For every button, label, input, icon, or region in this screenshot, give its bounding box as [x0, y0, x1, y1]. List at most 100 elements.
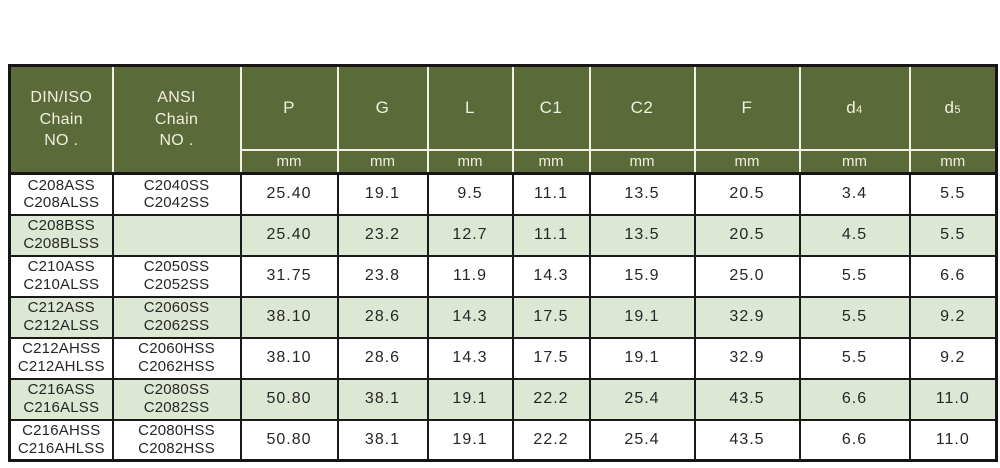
value-cell: 20.5 [693, 213, 801, 257]
header-row-units: mm mm mm mm mm mm mm mm [10, 148, 998, 175]
table-header: DIN/ISO Chain NO . ANSI Chain NO . P G L C1… [8, 64, 998, 175]
chain-number-line: C2060SS [143, 299, 210, 317]
chain-number-line: C212ASS [27, 299, 95, 317]
din-iso-chain-cell: C212AHSS C212AHLSS [8, 336, 114, 380]
column-header-label: L [465, 97, 475, 117]
unit-cell-mm: mm [511, 148, 591, 175]
column-header-g: G [336, 64, 429, 151]
chain-number-line: C212AHSS [22, 340, 101, 358]
column-header-d5: d5 [908, 64, 998, 151]
chain-number-line: C2062HSS [138, 358, 215, 375]
value-cell: 43.5 [693, 418, 801, 462]
value-cell: 17.5 [511, 336, 591, 380]
header-line: Chain [39, 110, 83, 128]
chain-number-line: C216AHSS [22, 422, 101, 440]
value-cell: 14.3 [511, 254, 591, 298]
value-cell: 11.0 [908, 377, 998, 421]
unit-cell-mm: mm [239, 148, 339, 175]
chain-spec-table: DIN/ISO Chain NO . ANSI Chain NO . P G L C1… [8, 64, 998, 462]
value-cell: 14.3 [426, 295, 514, 339]
chain-number-line: C2082SS [143, 399, 210, 416]
value-cell: 38.10 [239, 295, 339, 339]
value-cell: 25.4 [588, 418, 696, 462]
value-cell: 22.2 [511, 377, 591, 421]
column-header-label: d [944, 97, 955, 117]
chain-number-line: C210ASS [27, 258, 95, 276]
value-cell: 9.2 [908, 336, 998, 380]
ansi-chain-cell: C2080HSS C2082HSS [111, 418, 242, 462]
unit-cell-mm: mm [426, 148, 514, 175]
din-iso-chain-cell: C208ASS C208ALSS [8, 172, 114, 216]
chain-number-line: C208BLSS [23, 235, 100, 252]
value-cell: 25.40 [239, 172, 339, 216]
value-cell: 25.4 [588, 377, 696, 421]
value-cell: 4.5 [798, 213, 911, 257]
header-line: DIN/ISO [30, 89, 93, 107]
value-cell: 11.1 [511, 172, 591, 216]
column-header-c1: C1 [511, 64, 591, 151]
value-cell: 25.40 [239, 213, 339, 257]
chain-number-line: C2080HSS [138, 422, 215, 440]
column-header-label: d [846, 97, 857, 117]
value-cell: 19.1 [336, 172, 429, 216]
value-cell: 25.0 [693, 254, 801, 298]
value-cell: 28.6 [336, 336, 429, 380]
chain-number-line: C216ASS [27, 381, 95, 399]
chain-number-line: C216ALSS [23, 399, 100, 416]
value-cell: 6.6 [798, 418, 911, 462]
header-row-main: DIN/ISO Chain NO . ANSI Chain NO . P G L C1… [8, 64, 998, 175]
ansi-chain-cell: C2050SS C2052SS [111, 254, 242, 298]
column-header-d4: d4 [798, 64, 911, 151]
chain-number-line: C2052SS [143, 276, 210, 293]
value-cell: 23.2 [336, 213, 429, 257]
unit-cell-mm: mm [908, 148, 998, 175]
table-row: C212AHSS C212AHLSS C2060HSS C2062HSS 38.10 28… [8, 336, 998, 380]
value-cell: 11.0 [908, 418, 998, 462]
din-iso-chain-cell: C210ASS C210ALSS [8, 254, 114, 298]
header-line: NO . [44, 132, 79, 150]
chain-number-line: C216AHLSS [17, 439, 105, 457]
column-header-c2: C2 [588, 64, 696, 151]
table-body: C208ASS C208ALSS C2040SS C2042SS 25.40 19.1 9.… [8, 172, 998, 462]
value-cell: 19.1 [426, 377, 514, 421]
chain-number-line: C2050SS [143, 258, 210, 276]
unit-cell-mm: mm [588, 148, 696, 175]
column-header-p: P [239, 64, 339, 151]
value-cell: 9.2 [908, 295, 998, 339]
value-cell: 17.5 [511, 295, 591, 339]
value-cell: 15.9 [588, 254, 696, 298]
table-row: C210ASS C210ALSS C2050SS C2052SS 31.75 23.8 11… [8, 254, 998, 298]
value-cell: 38.1 [336, 418, 429, 462]
chain-number-line: C2080SS [143, 381, 210, 399]
chain-number-line: C2040SS [143, 176, 210, 194]
din-iso-chain-cell: C212ASS C212ALSS [8, 295, 114, 339]
value-cell: 38.1 [336, 377, 429, 421]
ansi-chain-cell: C2040SS C2042SS [111, 172, 242, 216]
header-line: NO . [159, 132, 194, 150]
din-iso-chain-cell: C216AHSS C216AHLSS [8, 418, 114, 462]
table-row: C216AHSS C216AHLSS C2080HSS C2082HSS 50.80 38… [8, 418, 998, 462]
chain-number-line: C208BSS [27, 217, 95, 235]
column-header-label: F [741, 97, 753, 117]
value-cell: 5.5 [798, 336, 911, 380]
chain-number-line: C2062SS [143, 317, 210, 334]
value-cell: 50.80 [239, 418, 339, 462]
chain-number-line: C208ASS [27, 176, 95, 194]
column-header-label: C2 [630, 97, 654, 117]
table-row: C212ASS C212ALSS C2060SS C2062SS 38.10 28.6 14… [8, 295, 998, 339]
header-line: Chain [154, 110, 199, 128]
value-cell: 12.7 [426, 213, 514, 257]
value-cell: 32.9 [693, 295, 801, 339]
ansi-chain-cell [111, 213, 242, 257]
value-cell: 32.9 [693, 336, 801, 380]
ansi-chain-cell: C2060SS C2062SS [111, 295, 242, 339]
column-header-l: L [426, 64, 514, 151]
ansi-chain-cell: C2080SS C2082SS [111, 377, 242, 421]
value-cell: 23.8 [336, 254, 429, 298]
value-cell: 19.1 [588, 336, 696, 380]
value-cell: 3.4 [798, 172, 911, 216]
column-header-label: G [375, 97, 390, 117]
column-header-subscript: 5 [954, 103, 962, 116]
table-row: C208BSS C208BLSS 25.40 23.2 12.7 11.1 13.5 20.5… [8, 213, 998, 257]
table-row: C208ASS C208ALSS C2040SS C2042SS 25.40 19.1 9.… [8, 172, 998, 216]
